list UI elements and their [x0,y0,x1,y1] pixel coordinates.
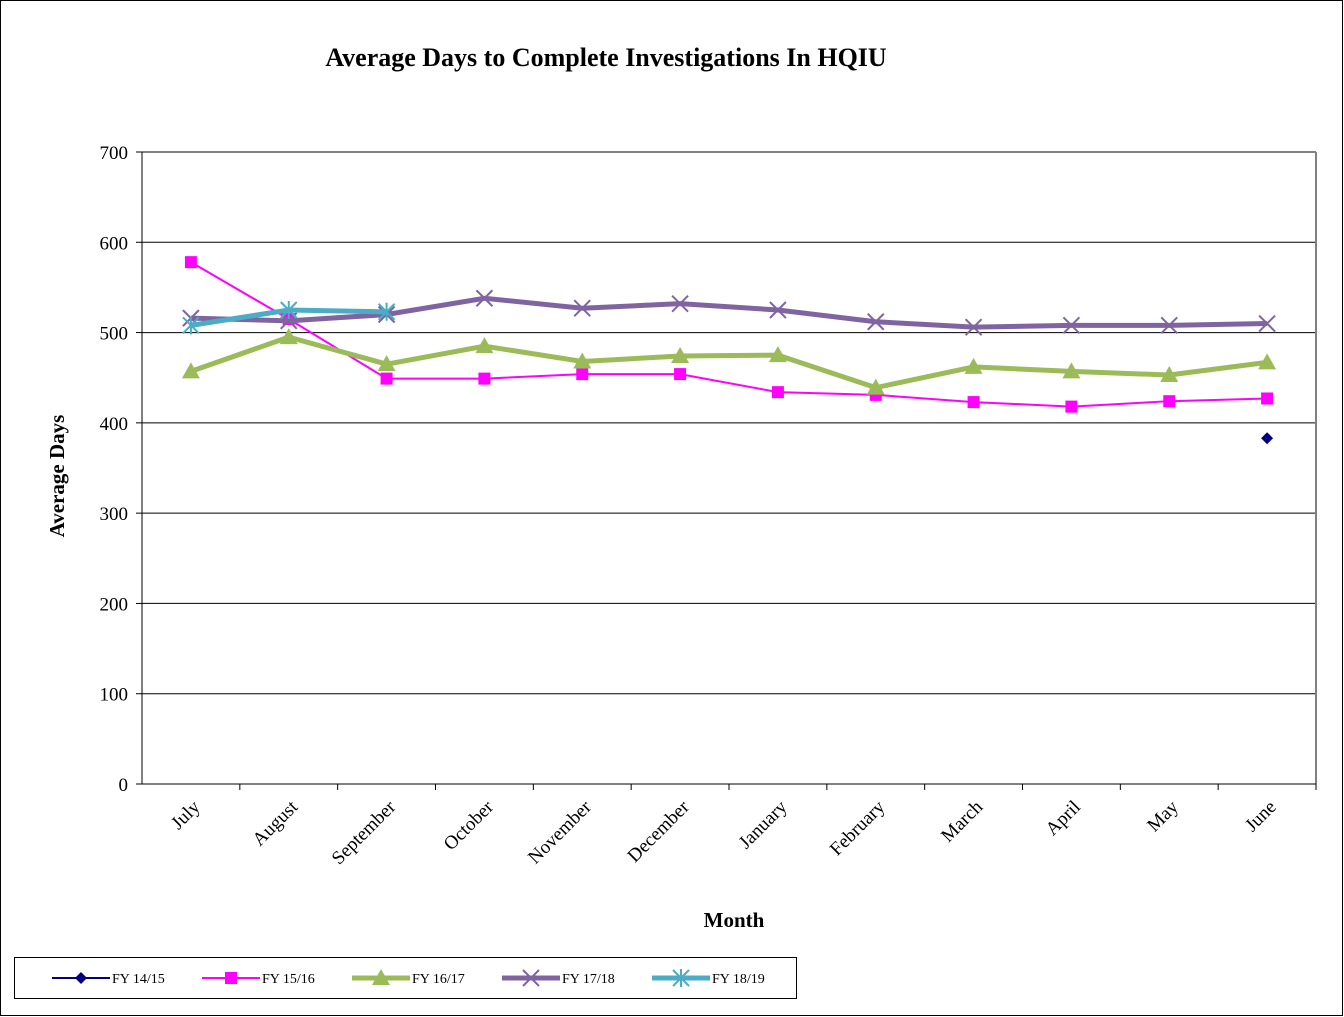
data-point [573,352,592,369]
legend-marker [225,972,237,984]
legend-marker [672,969,690,987]
data-point [771,386,784,399]
data-point [769,301,787,319]
legend-label: FY 14/15 [112,972,165,987]
data-point [279,328,298,345]
data-point [475,289,494,307]
data-point [671,347,690,364]
data-point [576,368,589,381]
data-point [768,346,787,363]
data-point [1160,316,1178,335]
data-point [1258,314,1276,333]
data-point [674,368,687,381]
data-point [671,294,689,313]
data-point [280,301,298,319]
data-point [573,299,591,317]
data-point [967,396,980,409]
legend-label: FY 18/19 [712,972,765,987]
y-tick-label: 100 [100,685,129,706]
data-point [964,318,983,336]
data-point [1065,400,1078,413]
data-point [478,372,491,385]
data-point [1261,432,1274,445]
y-tick-label: 300 [100,504,129,525]
series-line [190,261,1268,408]
data-point [1062,316,1081,335]
data-point [377,355,396,372]
y-tick-label: 0 [119,775,129,796]
y-tick-label: 500 [100,324,129,345]
data-point [377,302,396,321]
y-tick-label: 700 [100,143,129,164]
data-point [1258,353,1277,370]
data-point [1163,395,1176,408]
legend-marker [522,969,540,987]
chart-title: Average Days to Complete Investigations … [325,43,887,72]
data-point [184,256,197,269]
legend-label: FY 16/17 [412,972,465,987]
legend-marker [75,972,87,984]
data-point [1062,362,1081,379]
y-tick-label: 200 [100,594,129,615]
y-tick-label: 600 [100,233,129,254]
data-point [380,372,393,385]
series-line [190,334,1268,391]
data-point [964,357,983,374]
series-line [190,295,1268,330]
x-axis-label: Month [704,908,765,932]
data-point [181,362,200,379]
legend-label: FY 15/16 [262,972,315,987]
data-point [475,337,494,354]
data-point [866,378,885,395]
data-point [182,316,200,335]
data-point [867,313,885,331]
y-tick-label: 400 [100,414,129,435]
legend-marker [372,969,390,985]
legend-label: FY 17/18 [562,972,615,987]
data-point [1160,366,1179,383]
y-axis-label: Average Days [45,415,69,538]
data-point [1261,392,1274,405]
